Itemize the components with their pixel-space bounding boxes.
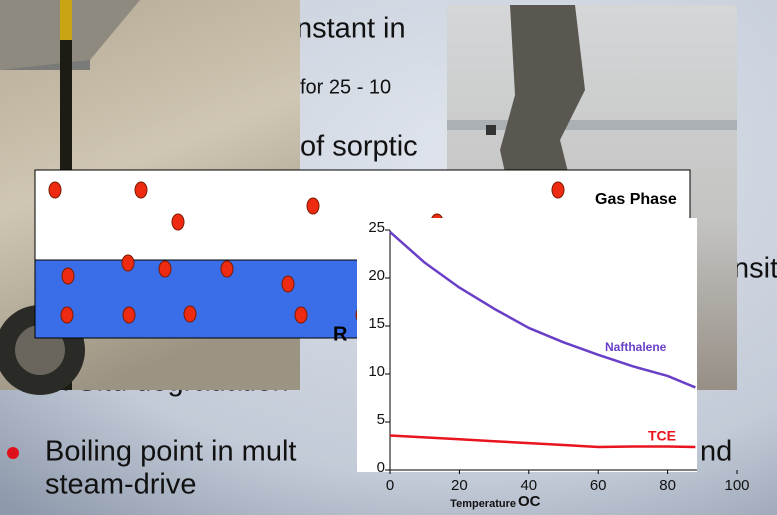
axis-label: R xyxy=(333,323,348,345)
x-tick-label: 20 xyxy=(451,477,468,494)
body-text: of sorptic xyxy=(300,131,418,163)
series-label: Nafthalene xyxy=(605,340,667,354)
body-text: nd xyxy=(700,436,732,468)
y-tick-label: 10 xyxy=(368,363,385,380)
y-tick-label: 15 xyxy=(368,315,385,332)
y-tick-label: 25 xyxy=(368,219,385,236)
y-tick-label: 5 xyxy=(377,411,385,428)
phase-label: Gas Phase xyxy=(595,191,677,208)
body-text: nsity xyxy=(733,253,777,285)
x-axis-unit: OC xyxy=(518,493,541,510)
series-label: TCE xyxy=(648,428,676,444)
x-tick-label: 60 xyxy=(590,477,607,494)
body-text: nstant in xyxy=(296,13,406,45)
x-tick-label: 0 xyxy=(386,477,394,494)
slide: nstant infor 25 - 10of sorpticnsityIn Si… xyxy=(0,0,777,515)
x-axis-label: Temperature xyxy=(450,498,516,510)
body-text: Boiling point in mult xyxy=(45,436,296,468)
y-tick-label: 0 xyxy=(377,459,385,476)
bullet xyxy=(7,447,19,459)
body-text: steam-drive xyxy=(45,469,197,501)
x-tick-label: 80 xyxy=(659,477,676,494)
body-text: for 25 - 10 xyxy=(300,76,391,98)
x-tick-label: 100 xyxy=(724,477,749,494)
y-tick-label: 20 xyxy=(368,267,385,284)
x-tick-label: 40 xyxy=(520,477,537,494)
